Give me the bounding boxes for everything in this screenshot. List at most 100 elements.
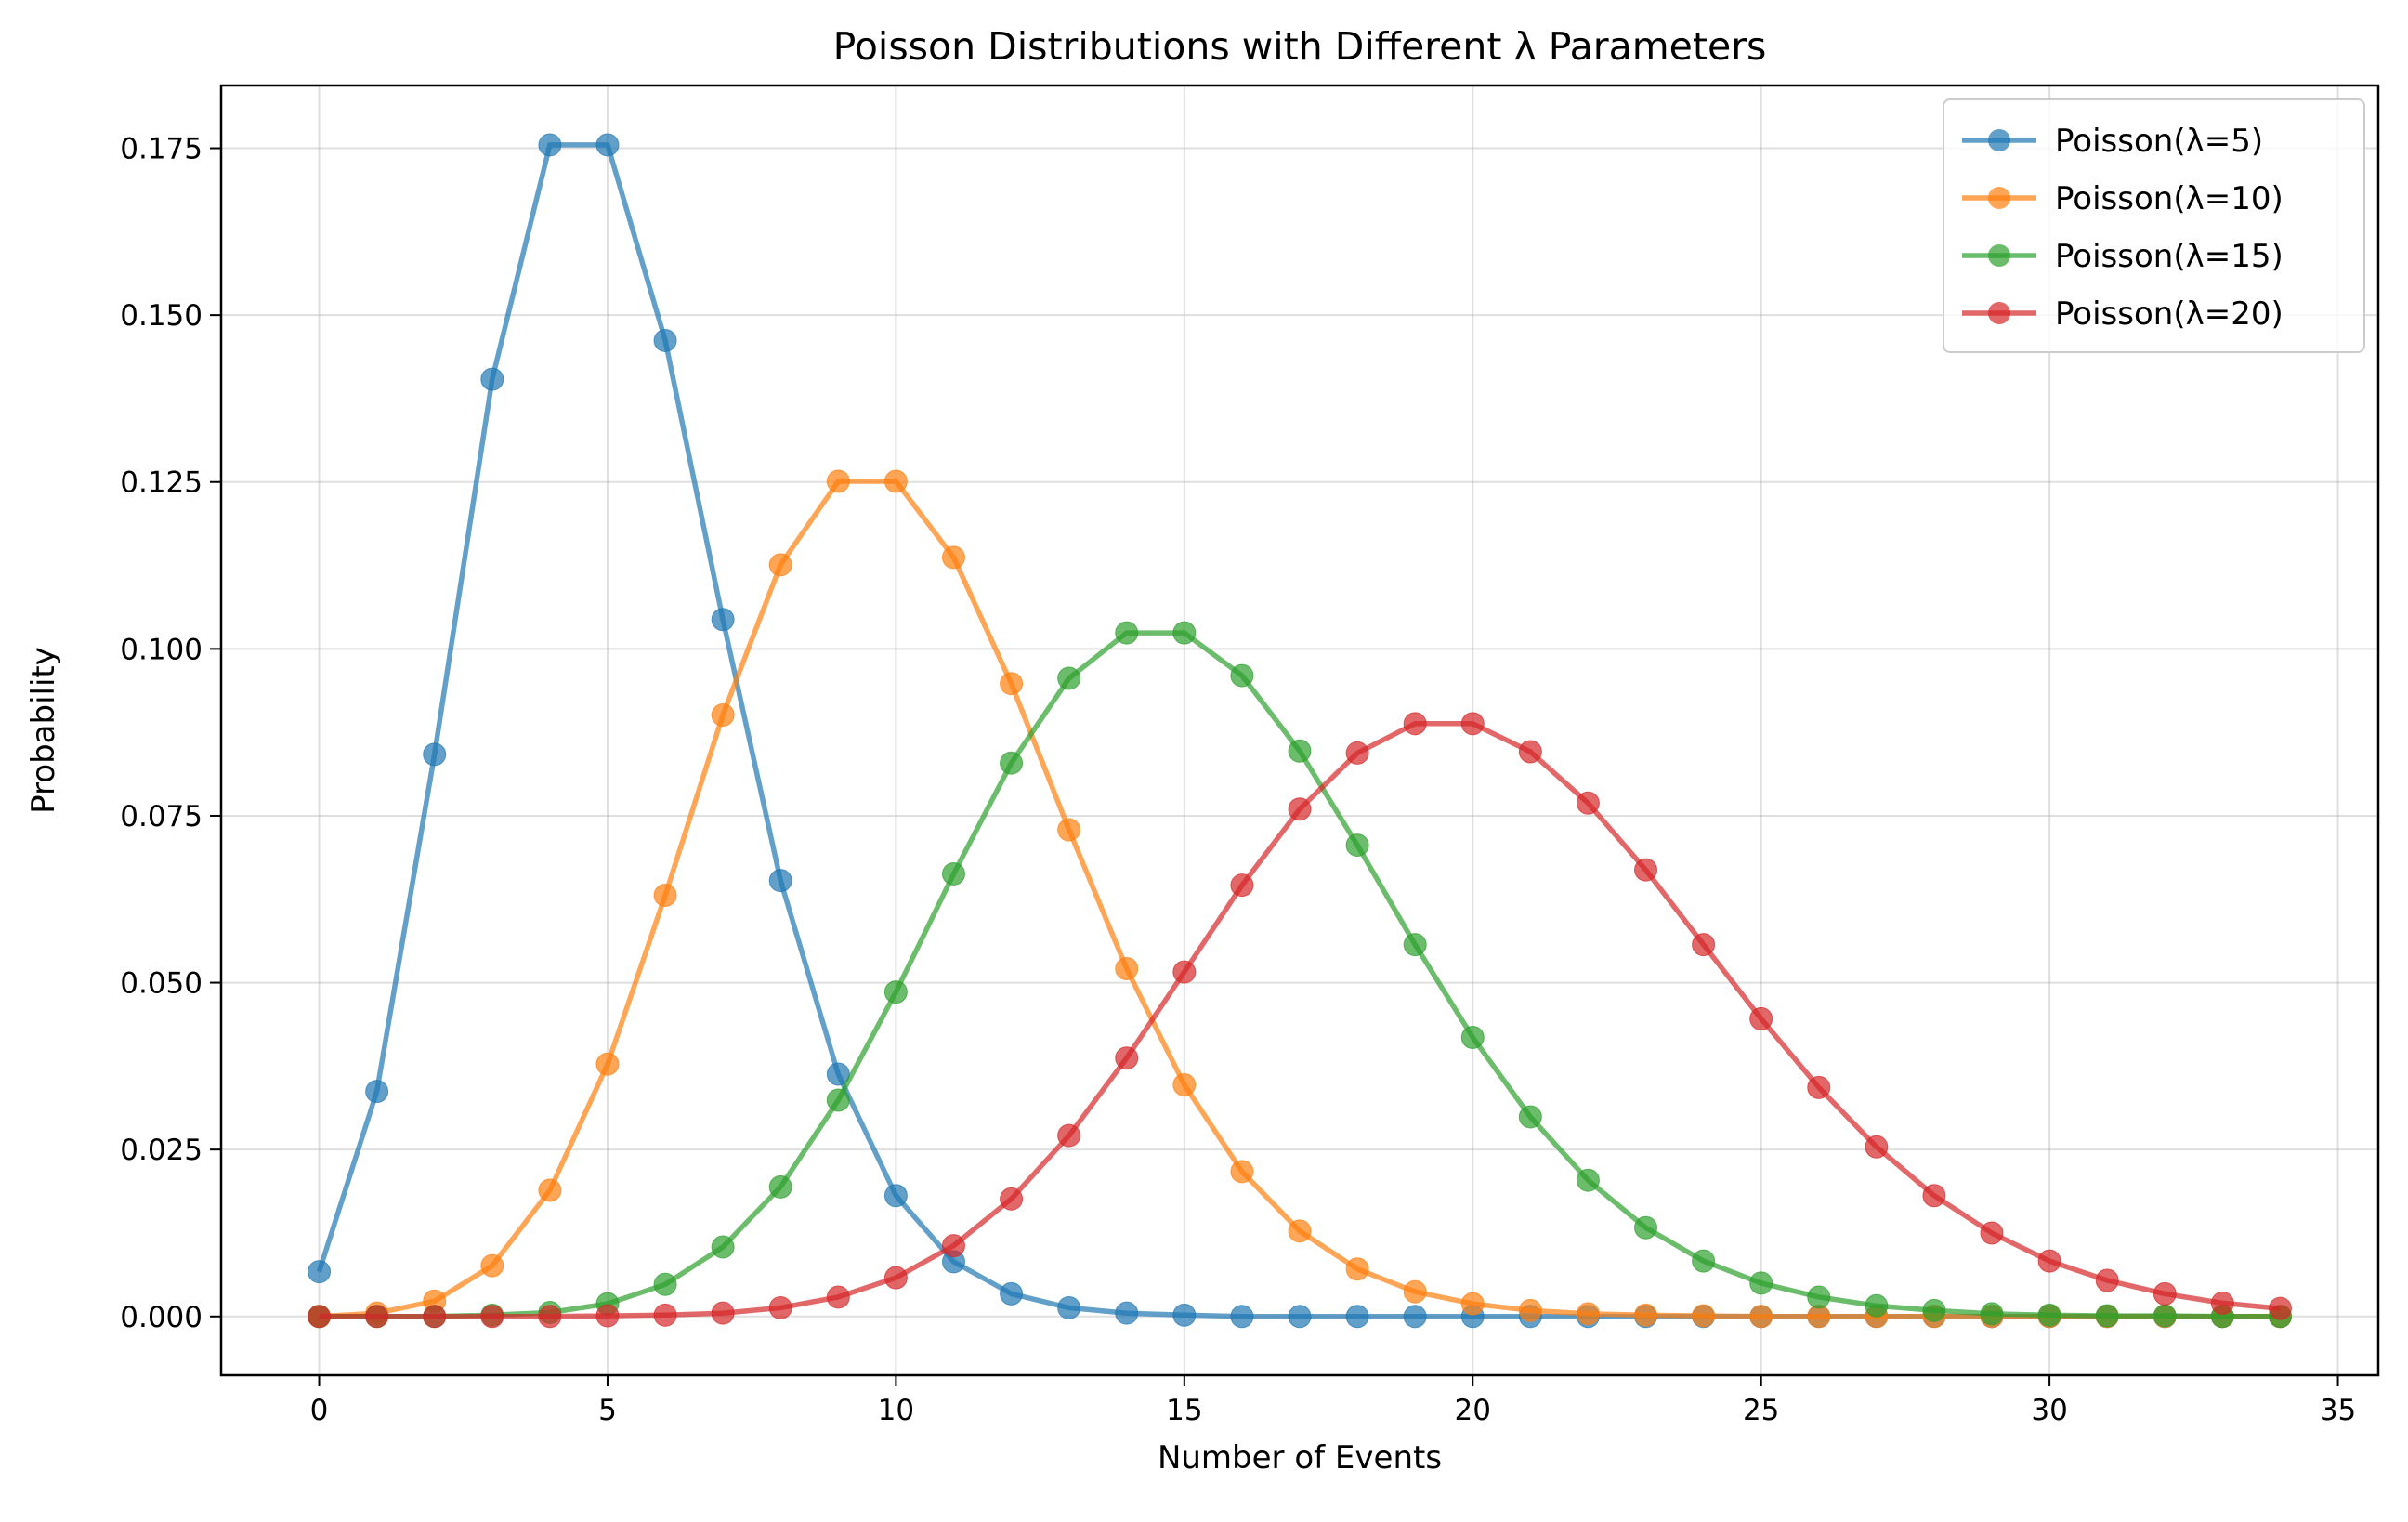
data-point [1172,1072,1197,1096]
y-tick-label: 0.125 [120,466,203,500]
legend-item: Poisson(λ=10) [1962,180,2284,217]
data-point [365,1305,389,1329]
series-group [308,621,2292,1329]
y-tick-label: 0.025 [120,1134,203,1167]
data-point [1692,1249,1716,1273]
data-point [1980,1221,2004,1245]
data-point [1057,818,1081,842]
data-point [1807,1075,1831,1099]
data-point [365,1080,389,1104]
data-point [1345,833,1369,858]
data-point [1634,1215,1658,1240]
data-point [1692,1304,1716,1328]
plot-frame [219,84,2380,1377]
data-point [2037,1303,2061,1327]
y-axis-label: Probability [25,647,62,814]
series-group [308,712,2292,1329]
data-point [480,1305,504,1329]
data-point [1000,1187,1024,1211]
data-point [883,980,908,1004]
data-point [1576,791,1600,815]
chart-title: Poisson Distributions with Different λ P… [833,24,1767,69]
data-point [768,1174,792,1199]
data-point [480,1253,504,1278]
y-tick-label: 0.100 [120,633,203,666]
data-point [941,1234,965,1258]
data-point [1230,1305,1254,1329]
legend-marker [1988,302,2010,324]
x-tick-label: 0 [310,1394,329,1427]
data-point [1172,621,1197,645]
data-point [1980,1302,2004,1326]
x-tick-label: 25 [1743,1394,1779,1427]
legend-label: Poisson(λ=5) [2055,123,2263,160]
data-point [595,1052,620,1076]
data-point [1345,1257,1369,1281]
data-point [538,1178,562,1202]
axis-ticks: 0 5 10 15 20 25 30 35 0.000 0.025 0.050 0.075 0.100 0… [120,133,2356,1427]
data-point [1000,672,1024,696]
data-point [1576,1302,1600,1326]
x-tick-label: 35 [2320,1394,2356,1427]
data-point [768,1295,792,1319]
data-point [1403,1279,1427,1304]
data-point [768,869,792,893]
data-point [1460,1025,1485,1049]
legend-item: Poisson(λ=15) [1962,238,2284,275]
data-point [423,1305,447,1329]
data-point [423,742,447,767]
x-tick-label: 30 [2031,1394,2067,1427]
data-point [1403,712,1427,736]
data-point [1000,1281,1024,1306]
data-point [1518,1298,1542,1322]
data-point [308,1305,332,1329]
data-point [1230,873,1254,898]
x-tick-label: 5 [598,1394,617,1427]
data-point [2153,1304,2177,1328]
data-point [1115,621,1139,645]
legend-marker [1988,187,2010,209]
data-point [711,702,735,727]
data-point [2095,1268,2119,1292]
y-tick-label: 0.175 [120,133,203,166]
data-point [1576,1168,1600,1192]
y-tick-label: 0.050 [120,967,203,1001]
legend-item: Poisson(λ=5) [1962,123,2263,160]
data-point [538,133,562,157]
data-point [1115,1301,1139,1325]
data-point [308,1260,332,1284]
x-tick-label: 10 [878,1394,914,1427]
x-axis-label: Number of Events [1158,1439,1442,1476]
data-point [1230,663,1254,688]
data-point [883,469,908,493]
data-point [1288,1219,1312,1243]
legend-box [1943,98,2365,353]
data-point [1460,1292,1485,1316]
data-point [711,1235,735,1259]
data-point [2153,1281,2177,1306]
data-point [1460,712,1485,736]
data-point [1172,960,1197,984]
data-point [1403,933,1427,957]
data-point [1518,740,1542,764]
data-point [1345,741,1369,765]
data-point [1692,933,1716,957]
y-tick-label: 0.000 [120,1301,203,1334]
data-point [1115,1046,1139,1070]
y-tick-label: 0.075 [120,800,203,833]
data-point [480,367,504,391]
data-point [1634,858,1658,882]
data-point [595,133,620,157]
data-point [1288,739,1312,763]
data-point [1000,751,1024,775]
data-point [653,1272,677,1296]
data-point [826,1285,850,1309]
data-point [1057,1123,1081,1148]
data-point [1634,1303,1658,1327]
data-point [883,1184,908,1208]
legend-label: Poisson(λ=15) [2055,238,2284,275]
x-tick-label: 20 [1455,1394,1491,1427]
data-point [2037,1249,2061,1273]
data-point [1288,797,1312,821]
